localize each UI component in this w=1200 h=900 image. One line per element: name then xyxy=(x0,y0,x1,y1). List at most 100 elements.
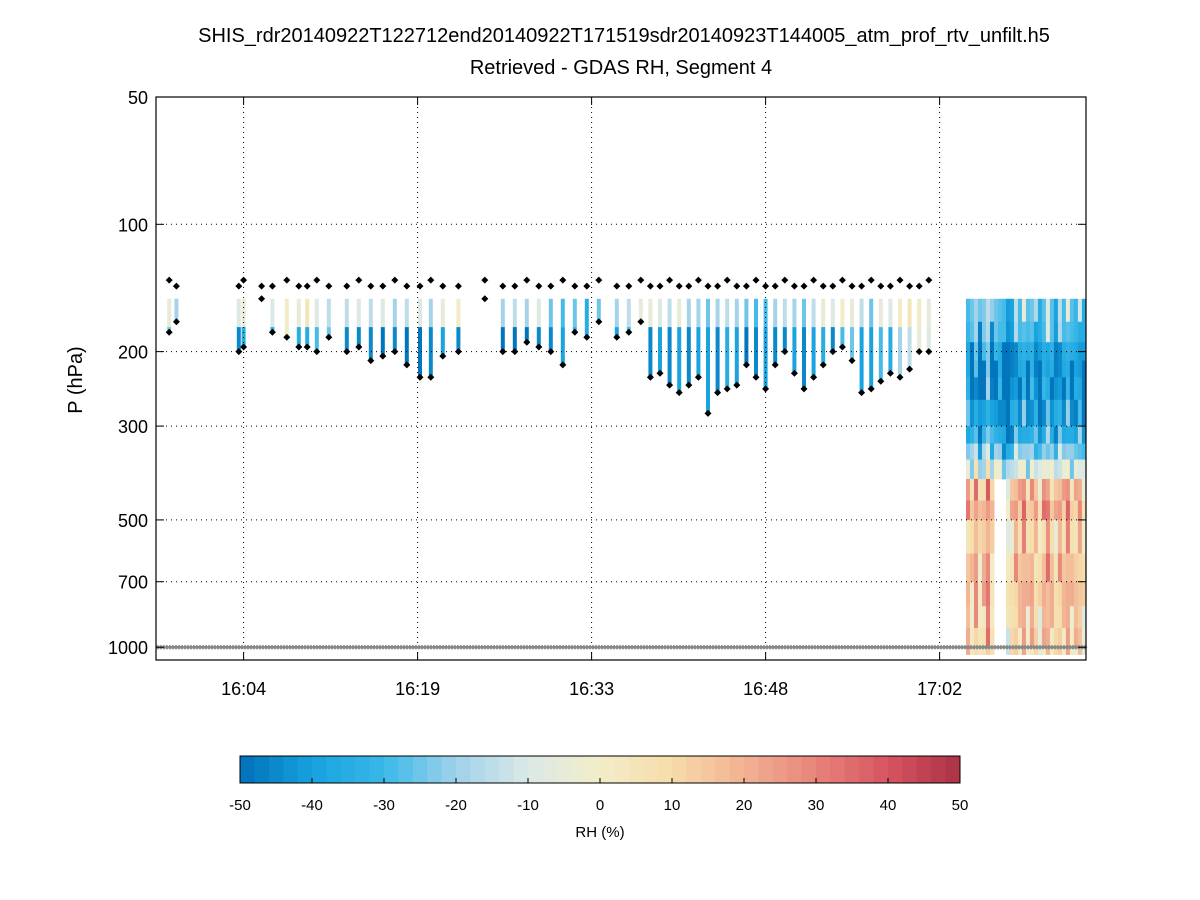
heatmap-cell xyxy=(1053,426,1059,445)
heatmap-cell xyxy=(1025,443,1031,461)
heatmap-cell xyxy=(977,478,983,502)
heatmap-cell xyxy=(1017,519,1023,554)
surface-marker xyxy=(452,644,458,650)
heatmap-cell xyxy=(969,519,975,554)
heatmap-cell xyxy=(715,327,720,393)
surface-marker xyxy=(923,644,929,650)
surface-marker xyxy=(365,644,371,650)
colorbar-swatch xyxy=(830,756,846,783)
cloud-base-marker xyxy=(704,409,712,417)
colorbar-swatch xyxy=(528,756,543,783)
heatmap-cell xyxy=(985,321,991,343)
heatmap-cell xyxy=(898,327,902,378)
y-axis-label: P (hPa) xyxy=(65,346,87,413)
heatmap-cell xyxy=(1073,478,1079,502)
heatmap-cell xyxy=(1001,443,1007,461)
surface-marker xyxy=(281,644,287,650)
surface-marker xyxy=(641,644,647,650)
heatmap-cell xyxy=(969,459,975,480)
heatmap-cell xyxy=(667,298,672,328)
surface-marker xyxy=(980,644,986,650)
heatmap-cell xyxy=(1041,500,1047,521)
surface-marker xyxy=(764,644,770,650)
cloud-top-marker xyxy=(403,282,411,290)
surface-marker xyxy=(674,644,680,650)
colorbar-swatch xyxy=(672,756,687,783)
heatmap-cell xyxy=(614,327,619,338)
surface-marker xyxy=(389,644,395,650)
heatmap-cell xyxy=(1009,627,1015,648)
heatmap-cell xyxy=(572,298,577,328)
cloud-base-marker xyxy=(762,385,770,393)
heatmap-cell xyxy=(1033,298,1039,323)
heatmap-cell xyxy=(966,342,971,362)
surface-marker xyxy=(323,644,329,650)
heatmap-cell xyxy=(907,298,912,328)
heatmap-cell xyxy=(1005,426,1011,445)
heatmap-cell xyxy=(1005,443,1011,461)
cloud-base-marker xyxy=(499,348,507,356)
heatmap-cell xyxy=(981,519,987,554)
surface-marker xyxy=(767,644,773,650)
heatmap-cell xyxy=(926,327,931,352)
surface-marker xyxy=(878,644,884,650)
heatmap-cell xyxy=(859,327,864,393)
surface-marker xyxy=(407,644,413,650)
surface-marker xyxy=(356,644,362,650)
colorbar-swatch xyxy=(700,756,716,783)
heatmap-cell xyxy=(1029,443,1035,461)
cloud-base-marker xyxy=(858,389,866,397)
surface-marker xyxy=(677,644,683,650)
surface-marker xyxy=(644,644,650,650)
heatmap-cell xyxy=(907,327,912,370)
heatmap-cell xyxy=(1061,519,1067,554)
heatmap-cell xyxy=(773,298,778,328)
surface-marker xyxy=(977,644,983,650)
heatmap-cell xyxy=(1057,459,1063,480)
heatmap-cell xyxy=(706,327,710,414)
heatmap-cell xyxy=(1073,360,1079,378)
surface-marker xyxy=(839,644,845,650)
heatmap-cell xyxy=(404,298,409,328)
heatmap-cell xyxy=(1021,627,1027,648)
cloud-base-marker xyxy=(172,318,180,326)
surface-marker xyxy=(425,644,431,650)
heatmap-cell xyxy=(981,342,987,362)
surface-marker xyxy=(284,644,290,650)
heatmap-cell xyxy=(1049,459,1055,480)
heatmap-cell xyxy=(404,327,409,365)
cloud-base-marker xyxy=(379,352,387,360)
surface-marker xyxy=(410,644,416,650)
heatmap-cell xyxy=(1077,443,1083,461)
cloud-markers xyxy=(155,276,1088,650)
heatmap-cell xyxy=(989,321,995,343)
surface-marker xyxy=(881,644,887,650)
heatmap-cell xyxy=(1001,426,1007,445)
heatmap-cells xyxy=(167,298,1087,655)
cloud-base-marker xyxy=(790,369,798,377)
heatmap-cell xyxy=(1061,377,1067,401)
heatmap-cell xyxy=(1045,459,1051,480)
surface-marker xyxy=(701,644,707,650)
cloud-top-marker xyxy=(240,276,248,284)
cloud-top-marker xyxy=(595,276,603,284)
surface-marker xyxy=(221,644,227,650)
heatmap-cell xyxy=(966,298,971,323)
heatmap-cell xyxy=(326,298,331,328)
heatmap-cell xyxy=(966,321,971,343)
heatmap-cell xyxy=(1065,377,1071,401)
cloud-top-marker xyxy=(295,282,303,290)
heatmap-cell xyxy=(792,298,797,328)
heatmap-cell xyxy=(1061,581,1067,607)
heatmap-cell xyxy=(981,399,987,427)
heatmap-cell xyxy=(1077,553,1083,583)
heatmap-cell xyxy=(1033,459,1039,480)
surface-marker xyxy=(887,644,893,650)
colorbar-swatch xyxy=(326,756,342,783)
surface-marker xyxy=(731,644,737,650)
heatmap-cell xyxy=(1053,553,1059,583)
heatmap-cell xyxy=(1021,399,1027,427)
heatmap-cell xyxy=(1041,459,1047,480)
surface-marker xyxy=(1061,644,1067,650)
heatmap-cell xyxy=(981,321,987,343)
